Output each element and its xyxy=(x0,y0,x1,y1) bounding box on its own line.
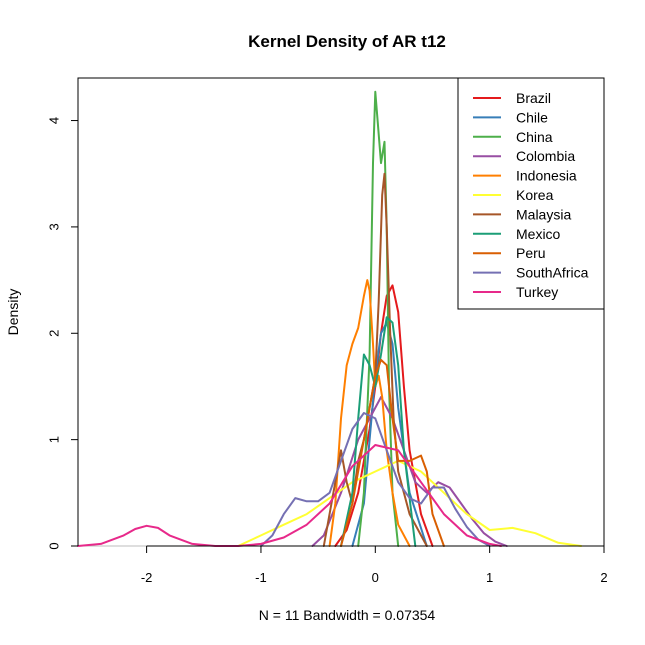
series-line-china xyxy=(357,90,400,547)
y-tick-label: 3 xyxy=(47,223,62,230)
y-tick-label: 4 xyxy=(47,117,62,124)
x-tick-label: -1 xyxy=(255,570,267,585)
x-axis-label: N = 11 Bandwidth = 0.07354 xyxy=(259,607,436,623)
x-tick-label: 0 xyxy=(372,570,379,585)
series-line-peru xyxy=(340,358,445,547)
series-line-turkey xyxy=(77,444,503,547)
legend-label: Colombia xyxy=(516,148,575,164)
legend-label: Brazil xyxy=(516,90,551,106)
y-tick-label: 1 xyxy=(47,436,62,443)
y-tick-label: 0 xyxy=(47,542,62,549)
plot-area xyxy=(77,77,605,547)
x-axis: -2 -1 0 1 2 xyxy=(141,545,608,585)
chart-title: Kernel Density of AR t12 xyxy=(248,32,446,51)
legend-label: Indonesia xyxy=(516,168,577,184)
series-line-colombia xyxy=(311,396,508,547)
legend-label: Turkey xyxy=(516,284,558,300)
legend-label: China xyxy=(516,129,553,145)
legend-label: Malaysia xyxy=(516,206,571,222)
x-tick-label: 2 xyxy=(600,570,607,585)
y-axis: 0 1 2 3 4 xyxy=(47,117,79,550)
y-axis-label: Density xyxy=(5,289,21,336)
x-tick-label: -2 xyxy=(141,570,153,585)
legend-label: Mexico xyxy=(516,226,561,242)
legend-label: Peru xyxy=(516,245,546,261)
series-line-southafrica xyxy=(260,412,491,547)
legend-label: SouthAfrica xyxy=(516,265,589,281)
y-tick-label: 2 xyxy=(47,330,62,337)
legend: Brazil Chile China Colombia Indonesia Korea Ma… xyxy=(457,77,605,310)
x-tick-label: 1 xyxy=(486,570,493,585)
legend-label: Korea xyxy=(516,187,554,203)
legend-label: Chile xyxy=(516,109,548,125)
